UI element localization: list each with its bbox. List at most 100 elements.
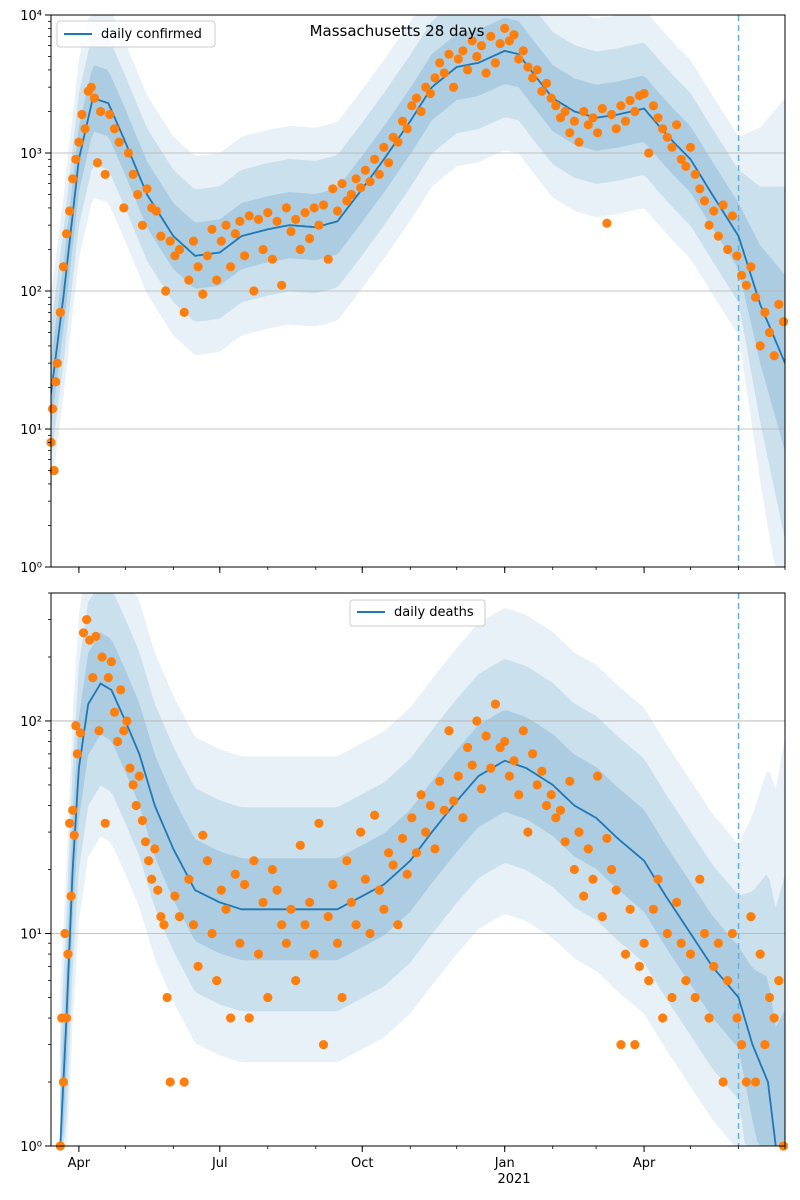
deaths-data-point: [463, 742, 473, 753]
confirmed-data-point: [495, 39, 505, 49]
deaths-data-point: [113, 736, 123, 747]
deaths-data-point: [75, 728, 85, 738]
deaths-data-point: [65, 818, 75, 828]
confirmed-data-point: [741, 280, 751, 290]
deaths-data-point: [144, 856, 154, 866]
deaths-data-point: [644, 976, 654, 986]
confirmed-data-point: [184, 275, 194, 285]
confirmed-data-point: [346, 189, 356, 200]
confirmed-data-point: [537, 86, 547, 96]
confirmed-data-point: [593, 128, 603, 138]
deaths-data-point: [150, 844, 160, 854]
deaths-data-point: [97, 652, 107, 662]
confirmed-data-point: [402, 124, 412, 134]
deaths-data-point: [82, 615, 92, 625]
confirmed-data-point: [221, 220, 231, 230]
confirmed-data-point: [360, 165, 370, 175]
confirmed-data-point: [421, 82, 431, 92]
confirmed-data-point: [342, 196, 352, 206]
deaths-data-point: [695, 874, 705, 884]
confirmed-data-point: [411, 93, 422, 103]
confirmed-data-point: [397, 116, 408, 126]
deaths-data-point: [588, 874, 598, 884]
confirmed-data-point: [244, 211, 254, 221]
deaths-data-point: [370, 810, 380, 820]
confirmed-data-point: [170, 251, 180, 261]
deaths-data-point: [760, 1040, 770, 1050]
confirmed-panel: 10⁰ 10¹ 10² 10³ 10⁴ Massachusetts 28 days da…: [20, 9, 789, 576]
confirmed-data-point: [52, 358, 62, 368]
deaths-data-point: [202, 856, 212, 866]
confirmed-data-point: [156, 231, 166, 241]
confirmed-data-point: [453, 54, 463, 64]
confirmed-data-point: [109, 124, 120, 134]
confirmed-data-point: [61, 229, 72, 239]
deaths-data-point: [755, 949, 765, 959]
x-tick-label: Jul: [211, 1156, 228, 1171]
confirmed-data-point: [137, 220, 147, 230]
confirmed-data-point: [709, 206, 719, 216]
deaths-data-point: [230, 869, 240, 879]
confirmed-data-point: [119, 203, 129, 213]
confirmed-y-tick-label: 10¹: [20, 423, 42, 438]
deaths-data-point: [704, 1013, 714, 1023]
deaths-data-point: [579, 891, 589, 901]
confirmed-data-point: [328, 184, 338, 194]
confirmed-data-point: [332, 206, 343, 216]
confirmed-data-point: [648, 101, 659, 111]
deaths-data-point: [620, 949, 631, 959]
confirmed-data-point: [379, 142, 389, 152]
deaths-data-point: [611, 885, 621, 895]
confirmed-data-point: [676, 154, 686, 164]
confirmed-data-point: [253, 214, 264, 224]
confirmed-data-point: [51, 377, 61, 387]
confirmed-data-point: [68, 174, 78, 184]
deaths-data-point: [263, 992, 273, 1003]
deaths-data-point: [769, 1013, 779, 1023]
confirmed-data-point: [105, 109, 115, 120]
deaths-data-point: [662, 928, 672, 939]
confirmed-data-point: [662, 132, 672, 142]
confirmed-data-point: [476, 41, 487, 51]
deaths-data-point: [532, 780, 542, 790]
confirmed-data-point: [216, 236, 226, 246]
deaths-data-point: [690, 992, 700, 1003]
confirmed-data-point: [188, 236, 199, 246]
deaths-data-point: [198, 830, 208, 840]
deaths-data-point: [351, 920, 361, 930]
deaths-data-point: [116, 685, 126, 695]
confirmed-data-point: [532, 65, 542, 75]
chart-title: Massachusetts 28 days: [310, 22, 485, 40]
confirmed-data-point: [212, 275, 222, 285]
deaths-data-point: [88, 673, 98, 683]
confirmed-data-point: [100, 169, 110, 179]
confirmed-data-point: [151, 206, 161, 216]
confirmed-data-point: [602, 218, 612, 228]
deaths-data-point: [226, 1013, 236, 1023]
deaths-data-point: [71, 721, 81, 731]
deaths-data-point: [159, 920, 169, 930]
deaths-data-point: [458, 813, 468, 823]
deaths-data-point: [103, 673, 113, 683]
deaths-data-point: [388, 860, 398, 870]
confirmed-data-point: [625, 95, 635, 106]
deaths-data-point: [723, 976, 733, 986]
deaths-data-point: [472, 716, 482, 726]
deaths-data-point: [667, 992, 677, 1003]
deaths-data-point: [774, 976, 784, 986]
confirmed-data-point: [356, 183, 366, 193]
deaths-data-point: [741, 1077, 751, 1087]
confirmed-data-point: [202, 251, 212, 261]
confirmed-data-point: [764, 327, 775, 338]
confirmed-data-point: [92, 158, 103, 168]
confirmed-data-point: [523, 62, 533, 72]
deaths-data-point: [188, 920, 199, 930]
deaths-data-point: [746, 912, 756, 922]
deaths-data-point: [713, 938, 724, 948]
confirmed-data-point: [541, 78, 552, 88]
deaths-data-point: [216, 885, 226, 895]
deaths-data-point: [332, 938, 343, 948]
deaths-data-point: [314, 818, 324, 828]
deaths-data-point: [737, 1040, 747, 1050]
confirmed-data-point: [658, 124, 668, 134]
